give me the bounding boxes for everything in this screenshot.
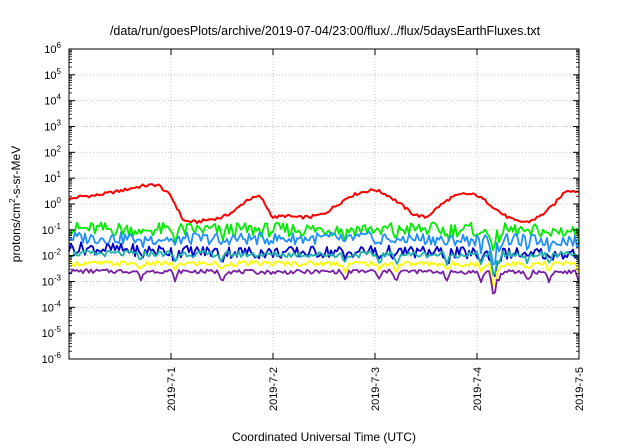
y-tick-label: 102 — [44, 144, 61, 159]
x-tick-label: 2019-7-2 — [268, 367, 280, 411]
y-tick-base: 10 — [44, 70, 56, 82]
y-tick-base: 10 — [44, 44, 56, 56]
y-tick-exponent: -3 — [54, 274, 62, 283]
y-tick-label: 103 — [44, 119, 61, 134]
y-axis-label-main: protons/cm — [9, 203, 23, 262]
x-tick-label: 2019-7-1 — [166, 367, 178, 411]
y-tick-base: 10 — [42, 277, 54, 289]
series-line-7 — [69, 268, 580, 295]
y-tick-base: 10 — [42, 302, 54, 314]
y-axis-ticks: 10-610-510-410-310-210-11001011021031041… — [42, 41, 579, 366]
x-tick-label: 2019-7-5 — [574, 367, 586, 411]
x-axis-label: Coordinated Universal Time (UTC) — [232, 430, 416, 444]
y-tick-base: 10 — [44, 122, 56, 134]
y-tick-exponent: -1 — [54, 222, 62, 231]
x-tick-label: 2019-7-4 — [472, 367, 484, 411]
series-line-2 — [68, 221, 580, 252]
y-tick-exponent: 2 — [57, 144, 62, 153]
y-tick-base: 10 — [42, 251, 54, 263]
y-tick-base: 10 — [42, 328, 54, 340]
series-line-3 — [68, 230, 580, 266]
y-tick-base: 10 — [42, 225, 54, 237]
y-tick-base: 10 — [44, 173, 56, 185]
y-tick-exponent: -6 — [54, 351, 62, 360]
y-tick-exponent: -2 — [54, 248, 62, 257]
chart-title: /data/run/goesPlots/archive/2019-07-04/2… — [110, 24, 541, 38]
y-tick-base: 10 — [44, 147, 56, 159]
y-tick-exponent: -5 — [54, 325, 62, 334]
y-tick-exponent: -4 — [54, 299, 62, 308]
y-tick-label: 101 — [44, 170, 61, 185]
y-tick-label: 105 — [44, 67, 61, 82]
y-tick-base: 10 — [44, 199, 56, 211]
y-tick-base: 10 — [42, 354, 54, 366]
y-tick-exponent: 6 — [57, 41, 62, 50]
y-tick-label: 106 — [44, 41, 61, 56]
y-tick-exponent: 4 — [57, 93, 62, 102]
series-layer — [68, 183, 580, 295]
y-tick-label: 10-4 — [42, 299, 62, 314]
y-tick-label: 10-1 — [42, 222, 62, 237]
y-axis-label: protons/cm2-s-sr-MeV — [8, 146, 23, 262]
y-tick-exponent: 1 — [57, 170, 62, 179]
y-tick-exponent: 0 — [57, 196, 62, 205]
y-tick-exponent: 3 — [57, 119, 62, 128]
y-axis-label-sup: 2 — [8, 198, 17, 203]
y-tick-exponent: 5 — [57, 67, 62, 76]
series-line-5 — [68, 249, 580, 276]
y-tick-label: 10-6 — [42, 351, 62, 366]
y-tick-label: 100 — [44, 196, 61, 211]
y-tick-label: 10-3 — [42, 274, 62, 289]
series-line-1 — [68, 183, 580, 225]
y-tick-base: 10 — [44, 96, 56, 108]
x-tick-label: 2019-7-3 — [370, 367, 382, 411]
x-axis-ticks: 2019-7-1 2019-7-2 2019-7-3 2019-7-4 2019-7-5 — [166, 49, 586, 411]
y-axis-label-rest: -s-sr-MeV — [9, 146, 23, 199]
y-tick-label: 10-2 — [42, 248, 62, 263]
series-line-6 — [68, 260, 580, 287]
y-tick-label: 10-5 — [42, 325, 62, 340]
y-tick-label: 104 — [44, 93, 61, 108]
